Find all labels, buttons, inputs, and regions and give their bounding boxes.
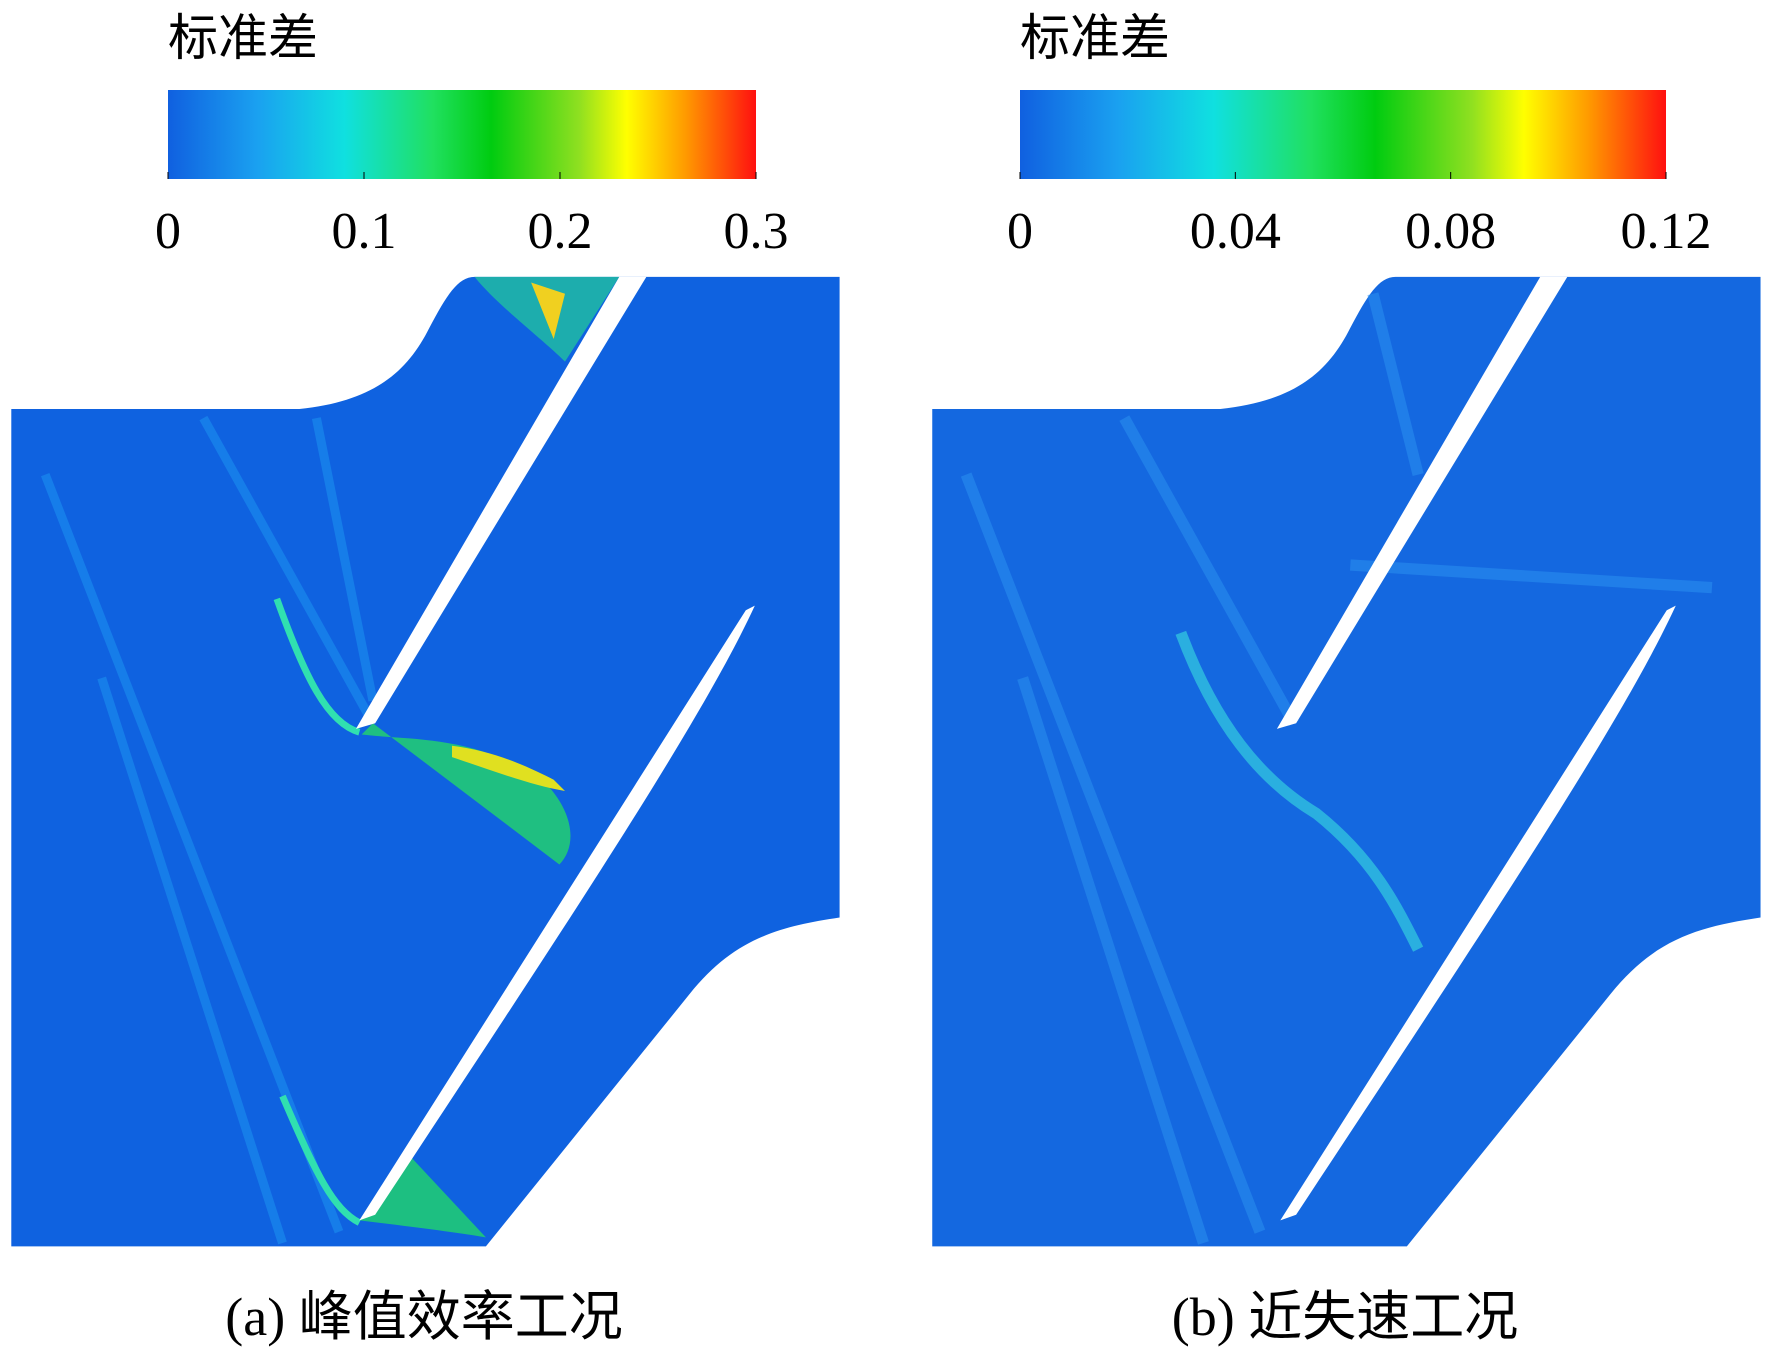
colorbar-tick-label: 0.3 bbox=[724, 203, 789, 260]
panel-caption: (b) 近失速工况 bbox=[1172, 1287, 1518, 1347]
colorbar-title: 标准差 bbox=[1020, 10, 1170, 66]
contour-a bbox=[11, 276, 840, 1247]
colorbar-tick-label: 0 bbox=[155, 203, 181, 260]
colorbar bbox=[168, 90, 756, 179]
panel-caption: (a) 峰值效率工况 bbox=[225, 1287, 622, 1347]
colorbar-tick-label: 0.08 bbox=[1405, 203, 1496, 260]
contour-b bbox=[932, 276, 1761, 1247]
colorbar-tick-label: 0.12 bbox=[1621, 203, 1712, 260]
colorbar-tick-label: 0 bbox=[1007, 203, 1033, 260]
colorbar-title: 标准差 bbox=[168, 10, 318, 66]
colorbar-tick-label: 0.04 bbox=[1190, 203, 1281, 260]
colorbar-tick-label: 0.1 bbox=[332, 203, 397, 260]
colorbar bbox=[1020, 90, 1666, 179]
colorbar-tick-label: 0.2 bbox=[528, 203, 593, 260]
